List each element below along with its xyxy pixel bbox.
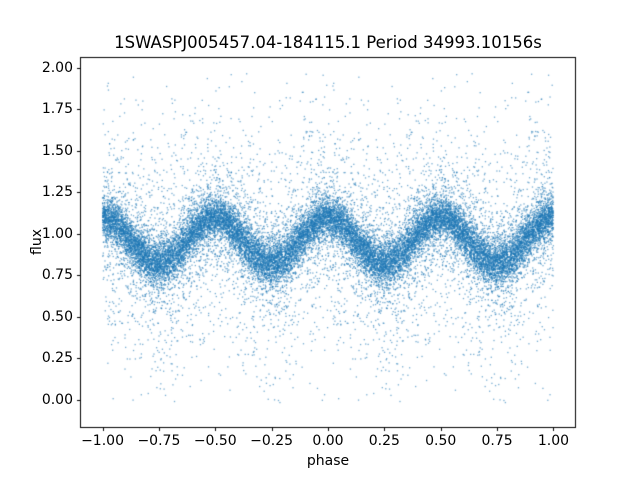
x-tick-label: 0.50 bbox=[425, 433, 457, 449]
x-tick-label: 0.25 bbox=[368, 433, 400, 449]
y-tick-label: 2.00 bbox=[41, 59, 73, 76]
y-tick-label: 1.00 bbox=[41, 225, 73, 242]
x-axis-label: phase bbox=[306, 453, 350, 469]
y-tick-label: 0.50 bbox=[41, 308, 73, 325]
y-tick-label: 1.75 bbox=[41, 101, 73, 118]
x-tick-label: 0.00 bbox=[312, 433, 344, 449]
x-tick-label: 0.75 bbox=[481, 433, 513, 449]
x-tick-label: −0.25 bbox=[250, 433, 294, 449]
y-tick-label: 1.50 bbox=[41, 142, 73, 159]
y-tick-label: 0.25 bbox=[41, 350, 73, 367]
y-tick-label: 1.25 bbox=[41, 184, 73, 201]
x-tick-label: −0.50 bbox=[193, 433, 237, 449]
x-tick-label: −1.00 bbox=[81, 433, 124, 449]
y-tick-label: 0.00 bbox=[41, 391, 73, 408]
y-tick-label: 0.75 bbox=[41, 267, 73, 284]
x-tick-label: 1.00 bbox=[537, 433, 570, 449]
chart-title: 1SWASPJ005457.04-184115.1 Period 34993.1… bbox=[114, 33, 542, 52]
x-tick-label: −0.75 bbox=[137, 433, 181, 449]
